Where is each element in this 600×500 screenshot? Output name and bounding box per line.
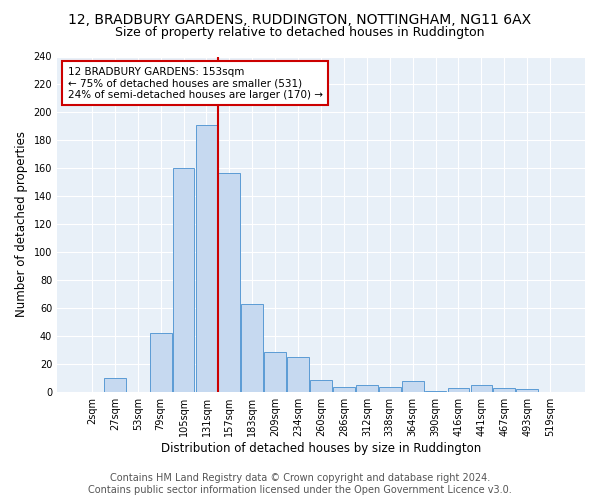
Text: Size of property relative to detached houses in Ruddington: Size of property relative to detached ho…: [115, 26, 485, 39]
Text: Contains HM Land Registry data © Crown copyright and database right 2024.
Contai: Contains HM Land Registry data © Crown c…: [88, 474, 512, 495]
Bar: [104, 378, 126, 392]
Y-axis label: Number of detached properties: Number of detached properties: [15, 132, 28, 318]
Bar: [265, 352, 286, 392]
Bar: [333, 386, 355, 392]
Bar: [356, 385, 378, 392]
Bar: [493, 388, 515, 392]
Text: 12 BRADBURY GARDENS: 153sqm
← 75% of detached houses are smaller (531)
24% of se: 12 BRADBURY GARDENS: 153sqm ← 75% of det…: [68, 66, 323, 100]
Bar: [150, 334, 172, 392]
Bar: [287, 357, 309, 392]
Bar: [470, 385, 492, 392]
Bar: [218, 172, 240, 392]
Bar: [379, 386, 401, 392]
Bar: [196, 125, 217, 392]
Bar: [517, 390, 538, 392]
Bar: [310, 380, 332, 392]
Bar: [425, 391, 446, 392]
Bar: [448, 388, 469, 392]
X-axis label: Distribution of detached houses by size in Ruddington: Distribution of detached houses by size …: [161, 442, 481, 455]
Bar: [402, 381, 424, 392]
Bar: [173, 168, 194, 392]
Text: 12, BRADBURY GARDENS, RUDDINGTON, NOTTINGHAM, NG11 6AX: 12, BRADBURY GARDENS, RUDDINGTON, NOTTIN…: [68, 12, 532, 26]
Bar: [241, 304, 263, 392]
